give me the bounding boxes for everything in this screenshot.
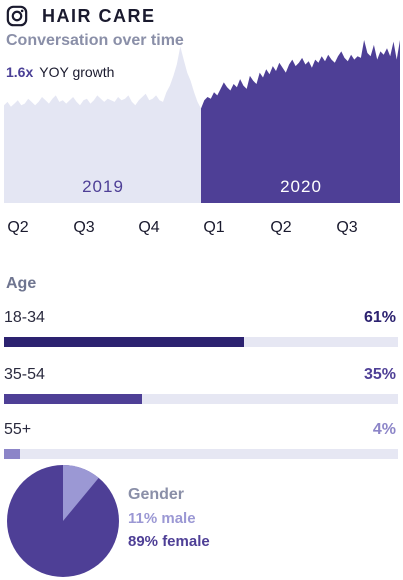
age-heading: Age [6,275,37,292]
age-row-percent: 4% [372,421,396,438]
age-row-label: 55+ [4,421,32,438]
pie-slice-male [63,465,99,521]
period-label-2020: 2020 [280,177,322,196]
age-bar-fill [4,449,20,459]
area-2019 [4,46,201,203]
instagram-icon [6,5,28,27]
gender-male: 11% male [128,510,196,527]
conversation-chart: 2019 2020 Q2 Q3 Q4 Q1 Q2 Q3 [4,40,400,236]
age-row-label: 35-54 [4,366,45,383]
gender-pie-chart [7,465,119,577]
chart-subtitle: Conversation over time [6,32,184,49]
age-bar-track [4,449,398,459]
growth-value: 1.6x [6,64,34,80]
period-label-2019: 2019 [82,177,124,196]
growth-stat: 1.6x YOY growth [6,64,114,80]
page-title: HAIR CARE [42,5,156,26]
age-bar-track [4,394,398,404]
x-tick-label: Q3 [336,219,357,236]
age-row-percent: 61% [363,309,396,326]
x-tick-label: Q2 [270,219,291,236]
growth-label: YOY growth [39,64,115,80]
age-row-percent: 35% [363,366,396,383]
gender-legend: Gender 11% male 89% female [128,486,210,550]
gender-title: Gender [128,486,185,503]
area-2020 [201,40,400,203]
age-bar-track [4,337,398,347]
x-tick-label: Q2 [7,219,28,236]
age-row-label: 18-34 [4,309,45,326]
x-tick-label: Q3 [73,219,94,236]
x-tick-label: Q4 [138,219,159,236]
age-bar-fill [4,337,245,347]
age-bar-fill [4,394,142,404]
header: HAIR CARE [6,4,156,28]
x-tick-label: Q1 [203,219,224,236]
gender-female: 89% female [128,533,210,550]
